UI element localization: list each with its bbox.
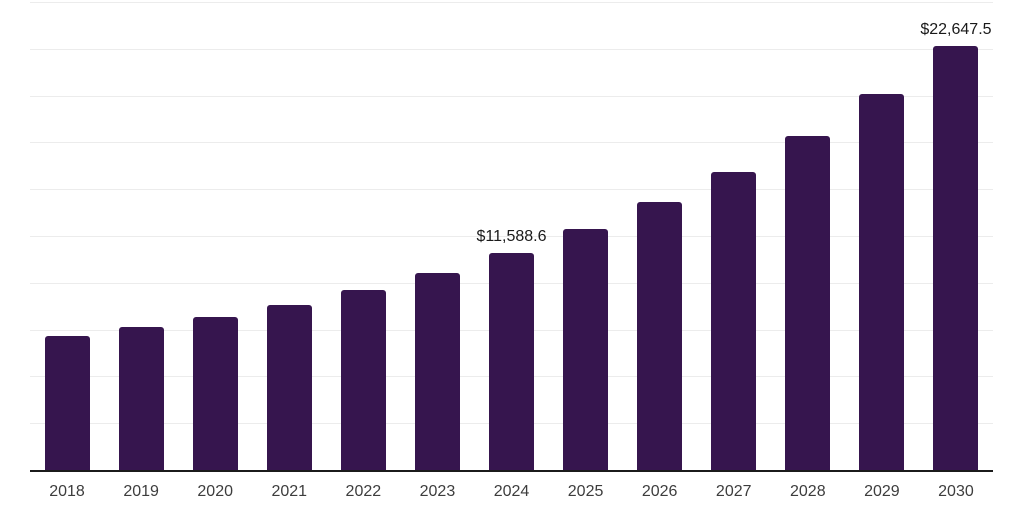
x-axis-label-2021: 2021 <box>271 483 308 500</box>
x-axis-line <box>30 470 993 472</box>
bar-2021 <box>266 304 312 470</box>
gridline-20000 <box>30 95 993 97</box>
x-axis-label-2019: 2019 <box>123 483 159 500</box>
x-axis-label-2030: 2030 <box>938 483 974 500</box>
bar-2019 <box>118 326 164 470</box>
bar-2029 <box>859 93 905 470</box>
x-axis-label-2025: 2025 <box>567 483 604 500</box>
gridline-15000 <box>30 189 993 191</box>
x-axis-label-2022: 2022 <box>345 483 382 500</box>
bar-2024 <box>489 253 534 470</box>
bar-value-label-2030: $22,647.5 <box>920 21 992 39</box>
bar-2018 <box>44 335 90 470</box>
bar-2026 <box>637 201 683 470</box>
bar-2020 <box>192 317 238 470</box>
gridline-25000 <box>30 2 993 3</box>
x-axis-label-2029: 2029 <box>864 483 900 500</box>
x-axis-label-2024: 2024 <box>493 483 530 500</box>
bar-2030 <box>933 46 979 470</box>
gridline-12500 <box>30 236 993 237</box>
bar-2027 <box>711 171 757 470</box>
x-axis-label-2020: 2020 <box>197 483 233 500</box>
bar-2025 <box>563 229 609 470</box>
bar-2023 <box>414 272 460 470</box>
x-axis-label-2018: 2018 <box>49 483 85 500</box>
x-axis-label-2028: 2028 <box>790 483 826 500</box>
x-axis-label-2026: 2026 <box>641 483 678 500</box>
bar-2028 <box>785 136 831 470</box>
x-axis-label-2023: 2023 <box>419 483 456 500</box>
bar-value-label-2024: $11,588.6 <box>476 228 547 246</box>
gridline-17500 <box>30 142 993 144</box>
bar-2022 <box>340 289 386 470</box>
gridline-22500 <box>30 48 993 50</box>
x-axis-label-2027: 2027 <box>715 483 752 500</box>
